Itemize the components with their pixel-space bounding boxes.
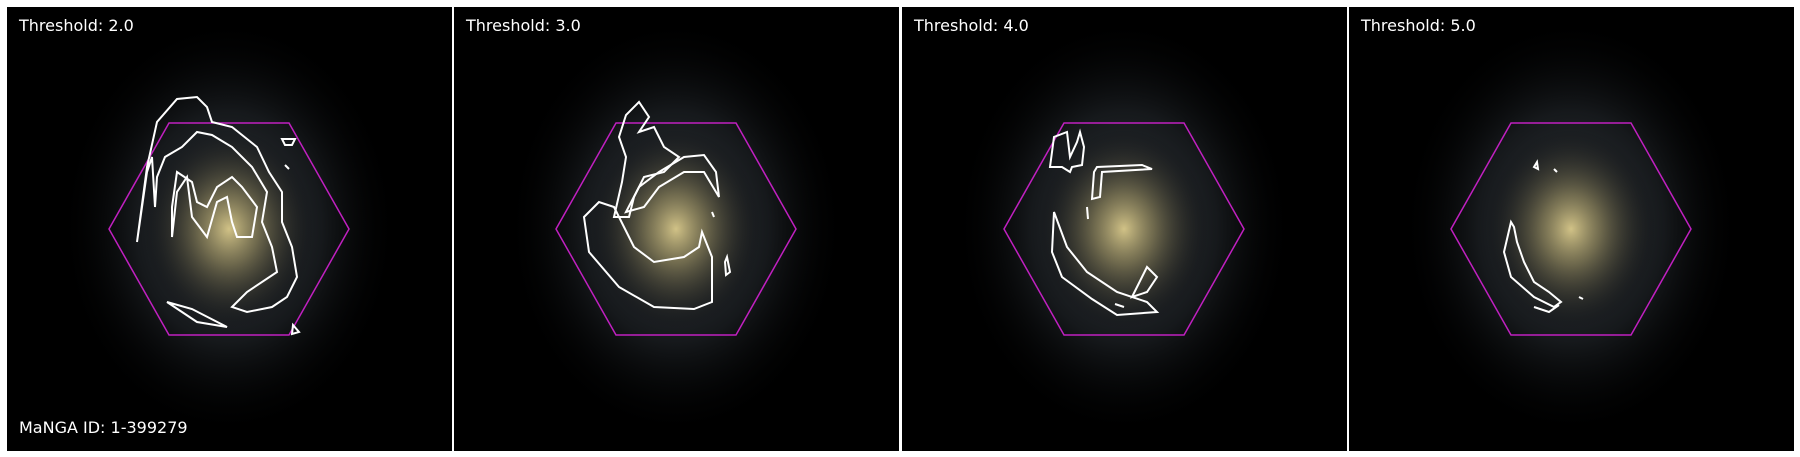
- threshold-label-3: Threshold: 4.0: [914, 16, 1029, 35]
- contours: [1502, 159, 1584, 314]
- galaxy-image-3: [902, 7, 1347, 451]
- contours: [136, 95, 301, 336]
- galaxy-image-4: [1349, 7, 1794, 451]
- threshold-panel-2: Threshold: 3.0: [454, 7, 899, 451]
- galaxy-image-2: [454, 7, 899, 451]
- threshold-label-4: Threshold: 5.0: [1361, 16, 1476, 35]
- manga-id-label: MaNGA ID: 1-399279: [19, 418, 188, 437]
- galaxy-core: [144, 129, 314, 329]
- contours: [582, 100, 732, 311]
- galaxy-core: [591, 129, 761, 329]
- ifu-hexagon: [1450, 122, 1692, 336]
- contours: [1048, 128, 1160, 317]
- threshold-panel-1: Threshold: 2.0 MaNGA ID: 1-399279: [7, 7, 452, 451]
- ifu-hexagon: [1003, 122, 1245, 336]
- threshold-panel-3: Threshold: 4.0: [902, 7, 1347, 451]
- galaxy-core: [1486, 129, 1656, 329]
- galaxy-image-1: [7, 7, 452, 451]
- galaxy-core: [1039, 129, 1209, 329]
- ifu-hexagon: [108, 122, 350, 336]
- ifu-hexagon: [555, 122, 797, 336]
- threshold-panel-4: Threshold: 5.0: [1349, 7, 1794, 451]
- threshold-label-1: Threshold: 2.0: [19, 16, 134, 35]
- threshold-label-2: Threshold: 3.0: [466, 16, 581, 35]
